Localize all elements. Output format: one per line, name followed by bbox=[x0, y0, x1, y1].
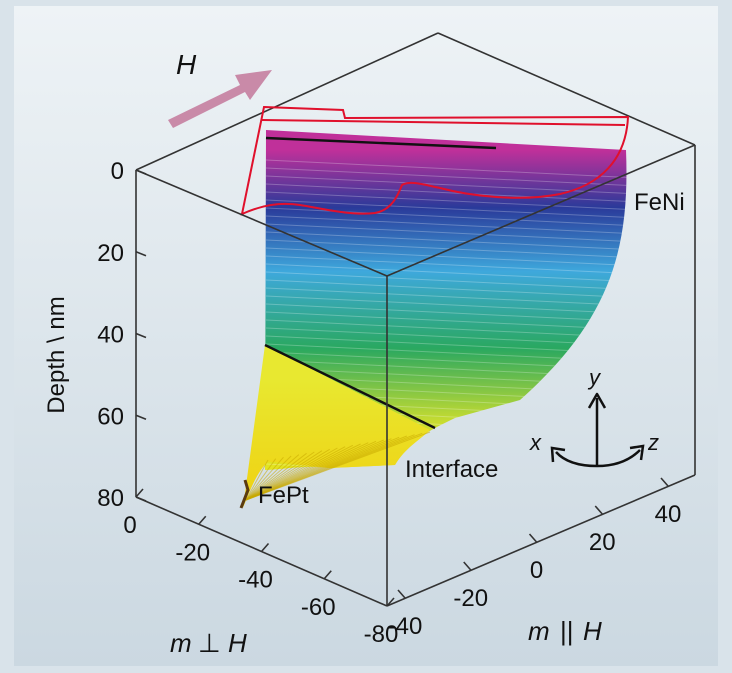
surface-mesh-line bbox=[265, 215, 627, 235]
depth-tick-mark bbox=[135, 169, 147, 175]
par-tick-label: -20 bbox=[453, 585, 488, 612]
surface-mesh-line bbox=[265, 223, 627, 243]
surface-mesh-line bbox=[265, 231, 627, 251]
par-tick-mark bbox=[528, 533, 538, 543]
magnetization-outline bbox=[240, 105, 630, 216]
surface-mesh-line bbox=[265, 183, 627, 203]
perp-tick-mark bbox=[135, 488, 144, 498]
depth-tick-mark bbox=[135, 496, 147, 502]
surface-mesh-line bbox=[265, 191, 627, 211]
depth-tick-label: 60 bbox=[97, 403, 124, 430]
perp-label-h: H bbox=[228, 628, 247, 658]
surface-mesh-line bbox=[265, 287, 627, 307]
perp-axis-label: m ⊥ H bbox=[170, 628, 247, 658]
field-label: H bbox=[176, 49, 197, 80]
perp-tick-mark bbox=[323, 570, 332, 580]
surface-mesh-line bbox=[265, 167, 627, 187]
surface-mesh-line bbox=[265, 175, 627, 195]
perp-tick-label: -20 bbox=[175, 539, 210, 566]
surface-mesh-line bbox=[265, 319, 627, 339]
perp-tick-label: 0 bbox=[123, 512, 136, 539]
perp-label-sym: ⊥ bbox=[198, 628, 221, 658]
surface-mesh-line bbox=[265, 271, 627, 291]
perp-tick-mark bbox=[198, 515, 207, 525]
surface-mesh-line bbox=[265, 263, 627, 283]
par-tick-mark bbox=[660, 477, 669, 487]
field-arrow bbox=[168, 70, 272, 128]
perp-label-m: m bbox=[170, 628, 192, 658]
par-label-m: m bbox=[528, 616, 550, 646]
axes-triad bbox=[550, 392, 645, 468]
fan-line bbox=[245, 451, 315, 501]
surface-mesh-line bbox=[265, 159, 627, 179]
par-tick-label: 40 bbox=[655, 501, 682, 528]
fe-pt-label: FePt bbox=[258, 482, 309, 509]
triad-z-label: z bbox=[647, 430, 659, 455]
surface-mesh-line bbox=[265, 311, 627, 331]
triad-y-label: y bbox=[587, 365, 602, 390]
surface-mesh-line bbox=[265, 255, 627, 275]
par-tick-mark bbox=[594, 505, 603, 515]
fan-line bbox=[245, 458, 277, 501]
triad-x-label: x bbox=[529, 430, 542, 455]
fan-line bbox=[245, 452, 307, 501]
fan-line bbox=[245, 457, 284, 501]
depth-axis-label: Depth \ nm bbox=[43, 296, 70, 413]
interface-label: Interface bbox=[405, 456, 498, 483]
surface-mesh-line bbox=[265, 295, 627, 315]
interface-line bbox=[264, 343, 436, 430]
perp-tick-label: -60 bbox=[301, 594, 336, 621]
box-back-edges bbox=[135, 32, 696, 171]
surface-mesh-line bbox=[265, 239, 627, 259]
par-label-sym: || bbox=[560, 616, 574, 646]
perp-tick-label: -40 bbox=[238, 567, 273, 594]
depth-tick-mark bbox=[135, 251, 147, 257]
surface-mesh-line bbox=[265, 279, 627, 299]
depth-tick-mark bbox=[135, 332, 147, 339]
fan-line bbox=[245, 455, 292, 501]
perp-tick-mark bbox=[386, 597, 395, 607]
par-tick-label: -40 bbox=[388, 613, 423, 640]
par-tick-label: 0 bbox=[530, 557, 543, 584]
par-tick-mark bbox=[463, 561, 472, 571]
depth-tick-label: 20 bbox=[97, 240, 124, 267]
depth-tick-label: 80 bbox=[97, 485, 124, 512]
depth-tick-label: 40 bbox=[97, 322, 124, 349]
fan-line bbox=[245, 454, 300, 501]
surface-mesh-line bbox=[265, 303, 627, 323]
par-axis-label: m || H bbox=[528, 616, 602, 646]
depth-tick-label: 0 bbox=[111, 158, 124, 185]
top-layer-line bbox=[265, 136, 497, 150]
surface-mesh-line bbox=[265, 199, 627, 219]
fan-line bbox=[245, 459, 269, 501]
depth-tick-mark bbox=[135, 414, 147, 420]
fan-line bbox=[245, 431, 431, 501]
par-tick-label: 20 bbox=[589, 529, 616, 556]
perp-tick-label: -80 bbox=[364, 621, 399, 648]
perp-tick-mark bbox=[260, 542, 270, 553]
fe-ni-label: FeNi bbox=[634, 189, 685, 216]
par-label-h: H bbox=[583, 616, 602, 646]
fe-pt-surface bbox=[239, 345, 431, 509]
par-tick-mark bbox=[397, 589, 406, 599]
